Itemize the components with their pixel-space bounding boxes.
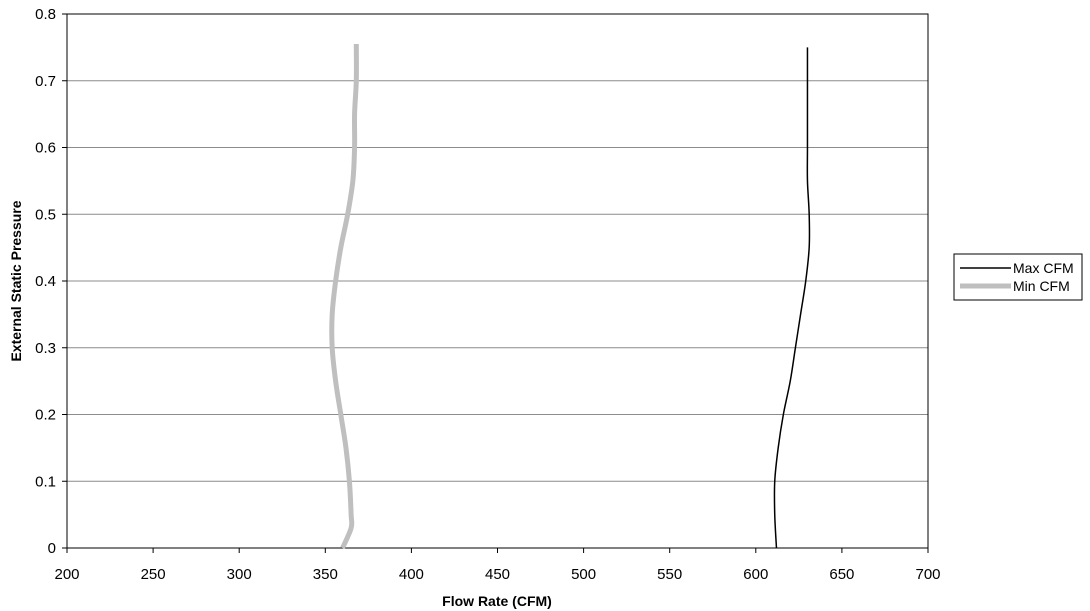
y-tick-label: 0.6 [35,140,56,157]
x-tick-label: 650 [829,566,854,583]
x-tick-label: 250 [141,566,166,583]
series-lines [329,44,811,550]
x-tick-label: 200 [54,566,79,583]
series-line-max-cfm [773,47,811,549]
x-tick-label: 350 [313,566,338,583]
x-tick-label: 600 [743,566,768,583]
y-tick-label: 0.1 [35,473,56,490]
x-tick-label: 300 [227,566,252,583]
y-axis-title: External Static Pressure [8,200,24,361]
series-line-min-cfm [329,44,359,550]
x-tick-label: 400 [399,566,424,583]
x-axis-title: Flow Rate (CFM) [442,593,552,609]
x-tick-label: 500 [571,566,596,583]
x-tick-label: 550 [657,566,682,583]
y-tick-label: 0.3 [35,340,56,357]
legend-label: Min CFM [1013,278,1070,294]
legend: Max CFM Min CFM [953,253,1083,301]
y-tick-label: 0.4 [35,273,56,290]
x-tick-label: 700 [915,566,940,583]
legend-label: Max CFM [1013,260,1074,276]
plot-area-frame [66,13,929,549]
gridlines [67,80,928,482]
legend-box [953,253,1083,301]
y-tick-label: 0.7 [35,73,56,90]
y-tick-label: 0.8 [35,6,56,23]
x-tick-label: 450 [485,566,510,583]
axis-ticks: 0 0.1 0.2 0.3 0.4 0.5 0.6 0.7 0.8 200 250 300 350 400… [35,6,940,583]
y-tick-label: 0.2 [35,407,56,424]
y-tick-label: 0.5 [35,206,56,223]
y-tick-label: 0 [48,540,56,557]
